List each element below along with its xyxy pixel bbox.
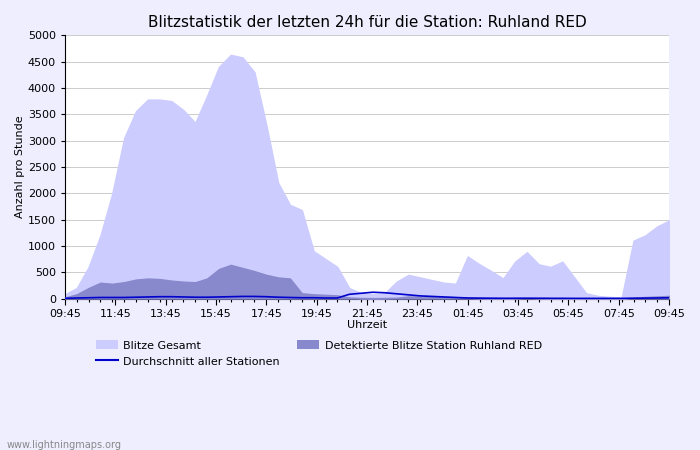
Y-axis label: Anzahl pro Stunde: Anzahl pro Stunde (15, 116, 25, 218)
Text: www.lightningmaps.org: www.lightningmaps.org (7, 440, 122, 450)
Legend: Blitze Gesamt, Durchschnitt aller Stationen, Detektierte Blitze Station Ruhland : Blitze Gesamt, Durchschnitt aller Statio… (96, 340, 542, 367)
X-axis label: Uhrzeit: Uhrzeit (347, 320, 387, 330)
Title: Blitzstatistik der letzten 24h für die Station: Ruhland RED: Blitzstatistik der letzten 24h für die S… (148, 15, 587, 30)
